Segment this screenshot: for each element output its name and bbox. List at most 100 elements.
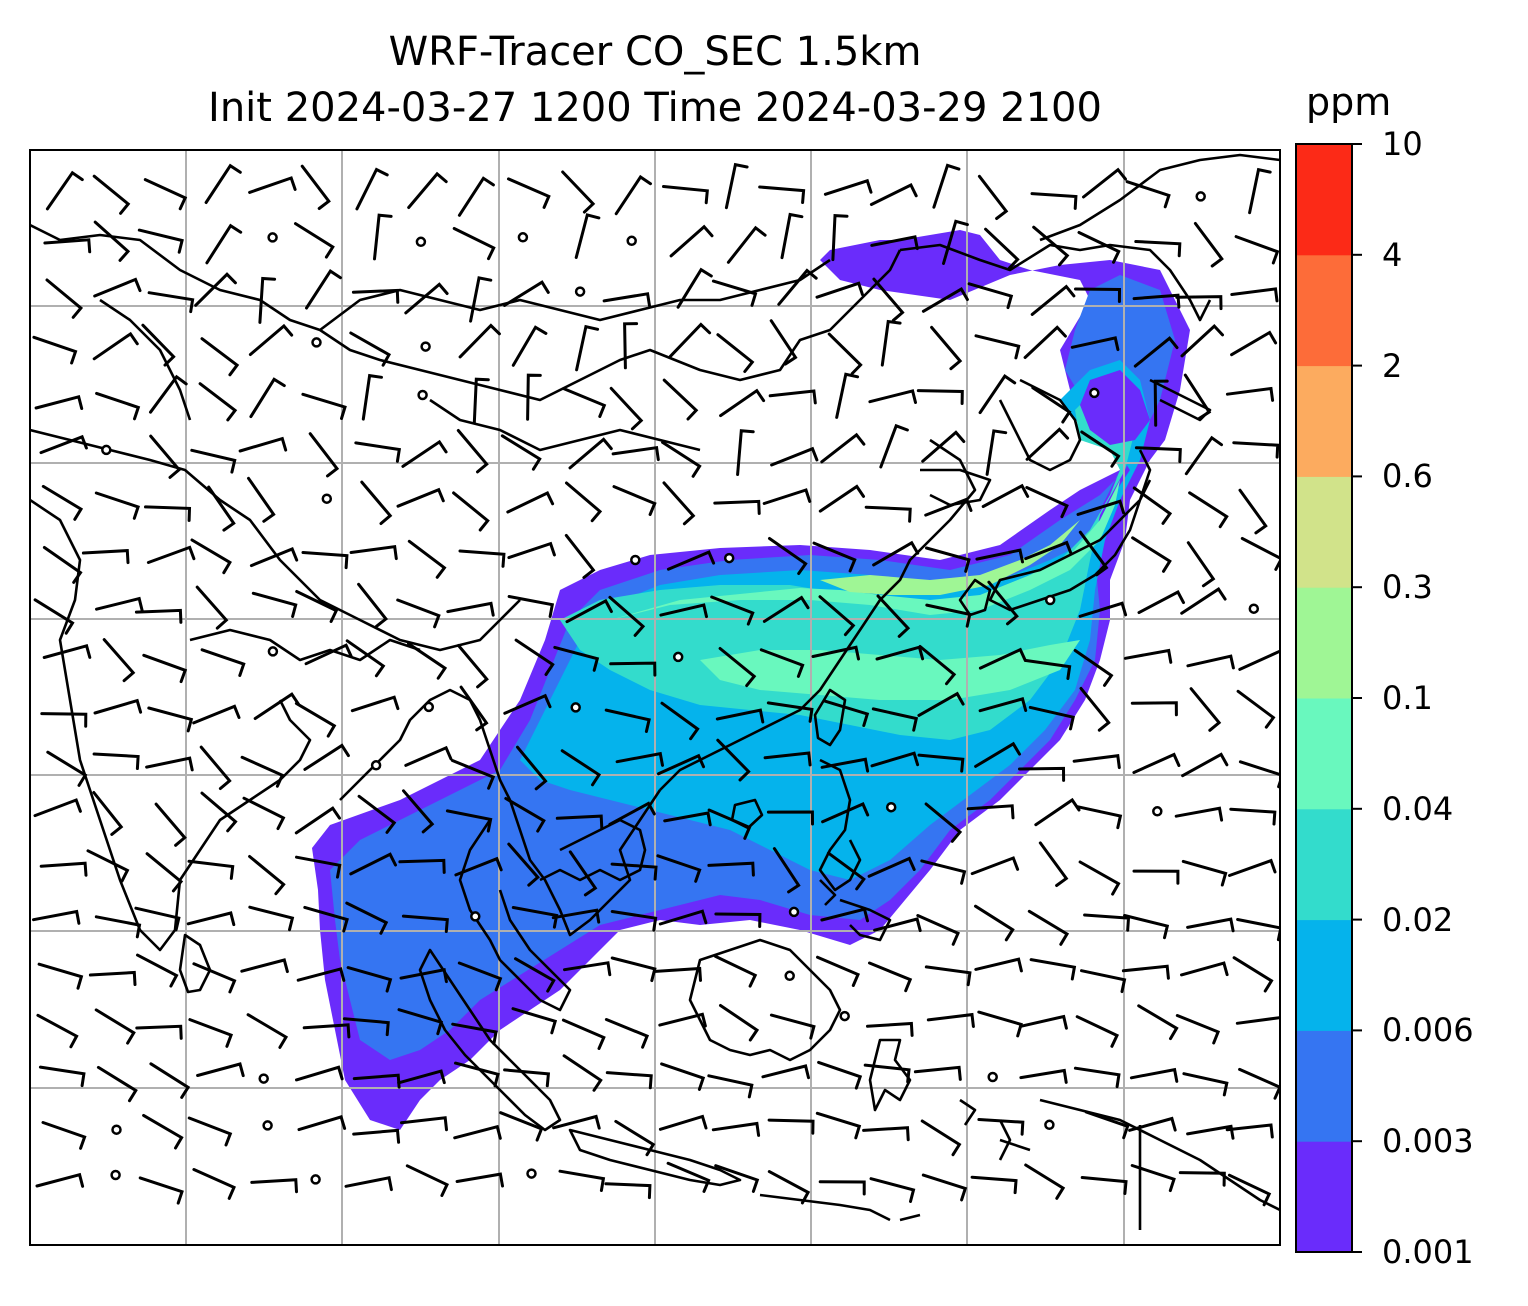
- wind-barb: [248, 905, 295, 932]
- calm-marker: [672, 651, 684, 663]
- wind-barb: [33, 798, 82, 818]
- wind-barb: [710, 595, 755, 626]
- wind-barb: [818, 595, 856, 637]
- wind-barb: [398, 858, 446, 874]
- wind-barb: [669, 224, 714, 258]
- wind-barb: [714, 912, 762, 928]
- wind-barb: [186, 911, 236, 927]
- wind-barb: [614, 1119, 656, 1157]
- wind-barb: [195, 585, 229, 630]
- wind-barb: [981, 483, 1030, 508]
- wind-barb: [984, 227, 1020, 270]
- wind-barb: [977, 174, 1009, 220]
- wind-barb: [1153, 379, 1169, 427]
- wind-barb: [812, 541, 857, 573]
- wind-barb: [1193, 222, 1224, 268]
- wind-barb: [1132, 752, 1181, 774]
- wind-barb: [295, 590, 339, 623]
- wind-barb: [86, 849, 130, 883]
- wind-barb: [250, 1178, 298, 1194]
- wind-barb: [253, 692, 300, 720]
- wind-barb: [662, 481, 696, 526]
- wind-barb: [719, 1004, 760, 1042]
- wind-barb: [1078, 601, 1128, 618]
- wind-barb: [879, 423, 909, 469]
- wind-barb: [200, 791, 238, 833]
- wind-barb: [514, 638, 555, 676]
- wind-barb: [503, 280, 550, 307]
- wind-barb: [92, 331, 139, 361]
- wind-barb: [987, 580, 1019, 626]
- wind-barb: [1225, 386, 1275, 402]
- borneo: [688, 938, 842, 1062]
- calm-marker: [517, 232, 529, 243]
- wind-barb: [611, 446, 660, 462]
- wind-barb: [511, 325, 548, 367]
- wind-barb: [978, 647, 1027, 670]
- wind-barb: [248, 323, 294, 356]
- wind-barb: [42, 643, 92, 659]
- wind-barb: [247, 476, 276, 523]
- wind-barb: [1024, 659, 1072, 680]
- wind-barb: [820, 432, 866, 464]
- wind-barb: [190, 538, 232, 575]
- wind-barb: [94, 915, 142, 939]
- java: [568, 1128, 742, 1187]
- wind-barb: [1184, 435, 1223, 476]
- field-level-4: [610, 480, 1120, 700]
- wind-barb: [507, 595, 555, 618]
- korea: [998, 378, 1082, 472]
- wind-barb: [916, 914, 960, 946]
- colorbar-tick-label: 0.1: [1382, 679, 1433, 717]
- wind-barb: [568, 850, 598, 897]
- wind-barb: [445, 809, 493, 833]
- wind-barb: [1019, 1014, 1068, 1030]
- wind-barb: [1078, 860, 1121, 896]
- wind-barb: [768, 537, 808, 575]
- wind-barb: [1072, 754, 1121, 770]
- wind-barb: [135, 1024, 183, 1040]
- colorbar-tick-label: 0.04: [1382, 789, 1454, 828]
- colorbar-segment: [1296, 365, 1352, 477]
- wind-barb: [1137, 1004, 1179, 1041]
- wind-barb: [1019, 1068, 1068, 1084]
- wind-barb: [610, 910, 658, 932]
- wind-barb: [974, 957, 1023, 973]
- calm-marker: [784, 970, 795, 982]
- wind-barb: [826, 851, 866, 891]
- wind-barb: [1178, 1171, 1226, 1187]
- wind-barb: [1225, 1123, 1274, 1139]
- wind-barb: [401, 439, 448, 468]
- wind-barb: [769, 1013, 816, 1040]
- wind-barb: [134, 906, 181, 932]
- wind-barb: [869, 1177, 916, 1203]
- wind-barb: [920, 859, 967, 885]
- wind-barb: [711, 1121, 761, 1137]
- calm-marker: [1195, 191, 1206, 202]
- wind-barb: [575, 324, 600, 372]
- wind-barb: [1174, 806, 1224, 822]
- wind-barb: [1180, 587, 1227, 615]
- wind-barb: [143, 178, 188, 211]
- wind-barb: [925, 603, 972, 628]
- wind-barb: [38, 1065, 86, 1088]
- wind-barb: [1181, 752, 1229, 778]
- moluccas: [959, 1098, 1012, 1161]
- wind-barb: [615, 751, 664, 767]
- calm-marker: [101, 444, 112, 456]
- wind-barb: [660, 701, 700, 741]
- wind-barb: [1134, 446, 1182, 464]
- wind-barb: [187, 859, 235, 880]
- wind-barb: [552, 1114, 601, 1130]
- wind-barb: [766, 810, 814, 826]
- colorbar-tick-label: 2: [1382, 346, 1403, 385]
- mekong-region: [539, 818, 647, 882]
- wind-barb: [1186, 1124, 1235, 1140]
- wind-barb: [1232, 441, 1280, 459]
- wind-barb: [142, 653, 188, 684]
- wind-barb: [763, 751, 812, 767]
- calm-marker: [626, 235, 637, 247]
- wind-barb: [302, 1023, 351, 1039]
- field-level-5: [820, 520, 1080, 595]
- wind-barb: [149, 1062, 191, 1099]
